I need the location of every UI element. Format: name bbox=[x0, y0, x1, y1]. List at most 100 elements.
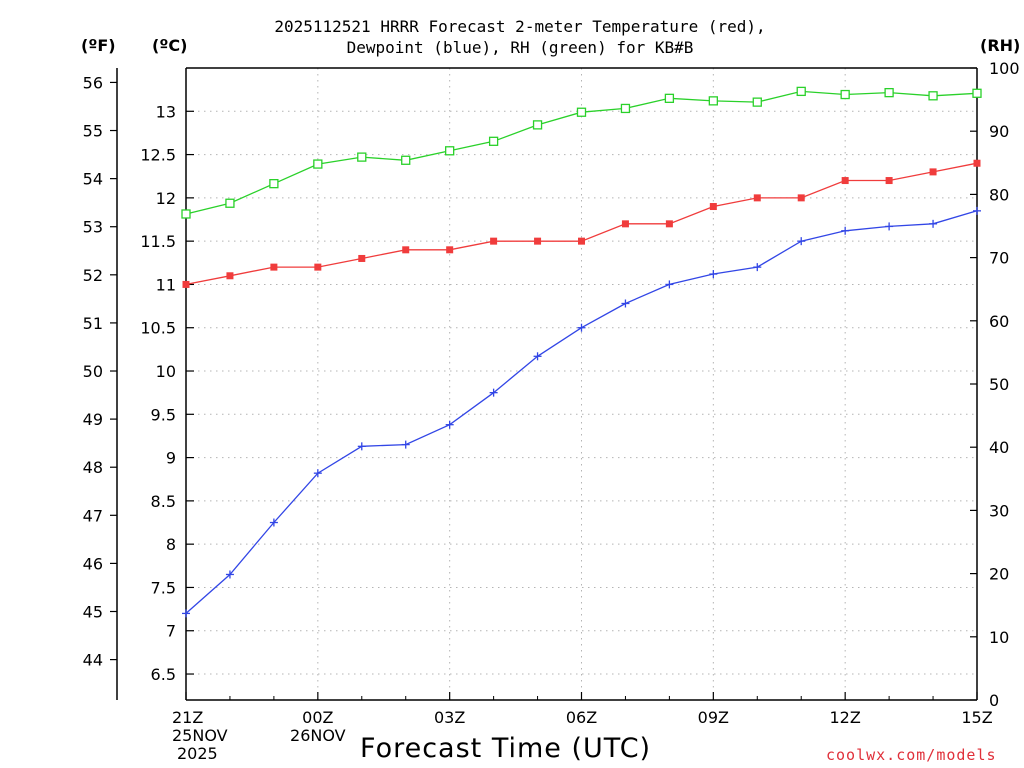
celsius-tick-label: 8 bbox=[166, 535, 176, 554]
temperature-data-point bbox=[709, 203, 717, 211]
fahrenheit-tick-label: 46 bbox=[83, 554, 103, 573]
celsius-tick-label: 7 bbox=[166, 622, 176, 641]
x-tick-label: 09Z bbox=[698, 708, 729, 727]
dewpoint-data-point bbox=[665, 280, 674, 289]
chart-title-line-1: 2025112521 HRRR Forecast 2-meter Tempera… bbox=[274, 17, 766, 36]
dewpoint-data-point bbox=[401, 440, 410, 449]
temperature-data-point bbox=[578, 237, 585, 245]
temperature-data-point bbox=[621, 220, 629, 228]
temperature-data-point bbox=[973, 159, 981, 167]
rh-data-point bbox=[445, 146, 455, 156]
rh-data-point bbox=[928, 91, 938, 101]
temperature-data-point bbox=[753, 194, 761, 202]
dewpoint-data-point bbox=[577, 323, 586, 332]
x-tick-label: 00Z bbox=[302, 708, 333, 727]
fahrenheit-tick-label: 44 bbox=[83, 651, 103, 670]
temperature-data-point bbox=[314, 263, 322, 271]
celsius-tick-label: 11 bbox=[156, 275, 176, 294]
temperature-data-point bbox=[534, 237, 542, 245]
fahrenheit-tick-label: 50 bbox=[83, 362, 103, 381]
temperature-data-point bbox=[446, 246, 454, 254]
rh-data-point bbox=[269, 179, 279, 189]
dewpoint-data-point bbox=[797, 237, 806, 246]
rh-data-point bbox=[972, 88, 982, 98]
celsius-tick-label: 10 bbox=[156, 362, 176, 381]
dewpoint-data-point bbox=[621, 299, 630, 308]
temperature-data-point bbox=[665, 220, 673, 228]
rh-tick-label: 30 bbox=[989, 501, 1009, 520]
celsius-tick-label: 9 bbox=[166, 449, 176, 468]
celsius-tick-label: 9.5 bbox=[151, 405, 176, 424]
dewpoint-data-point bbox=[313, 469, 322, 478]
fahrenheit-unit-label: (ºF) bbox=[81, 36, 116, 55]
rh-data-point bbox=[576, 107, 587, 117]
celsius-tick-label: 12.5 bbox=[140, 146, 176, 165]
data-series bbox=[181, 86, 982, 618]
dewpoint-data-point bbox=[533, 352, 542, 361]
celsius-unit-label: (ºC) bbox=[152, 36, 188, 55]
x-tick-label: 12Z bbox=[830, 708, 861, 727]
dewpoint-data-point bbox=[489, 388, 498, 397]
temperature-data-point bbox=[402, 246, 410, 254]
rh-data-point bbox=[181, 209, 191, 219]
fahrenheit-tick-label: 52 bbox=[83, 266, 103, 285]
rh-data-point bbox=[884, 87, 894, 98]
x-tick-label: 06Z bbox=[566, 708, 597, 727]
rh-data-point bbox=[313, 159, 323, 169]
rh-data-point bbox=[708, 96, 718, 106]
rh-data-point bbox=[357, 152, 367, 162]
celsius-tick-label: 6.5 bbox=[151, 665, 176, 684]
fahrenheit-tick-label: 47 bbox=[83, 506, 103, 525]
x-axis-title: Forecast Time (UTC) bbox=[360, 733, 652, 764]
rh-tick-label: 50 bbox=[989, 375, 1009, 394]
dewpoint-data-point bbox=[973, 206, 981, 215]
fahrenheit-tick-label: 55 bbox=[83, 122, 103, 141]
dewpoint-data-point bbox=[841, 226, 850, 235]
rh-data-point bbox=[620, 103, 631, 114]
dewpoint-data-point bbox=[709, 270, 718, 279]
fahrenheit-tick-label: 51 bbox=[83, 314, 103, 333]
dewpoint-data-point bbox=[182, 609, 190, 618]
axes bbox=[116, 67, 978, 701]
rh-data-point bbox=[752, 97, 762, 107]
x-tick-year-label: 2025 bbox=[177, 744, 218, 763]
rh-data-point bbox=[225, 198, 235, 208]
rh-unit-label: (RH) bbox=[980, 36, 1021, 55]
rh-tick-label: 80 bbox=[989, 185, 1009, 204]
fahrenheit-tick-label: 48 bbox=[83, 458, 103, 477]
temperature-data-point bbox=[226, 272, 234, 280]
fahrenheit-tick-label: 45 bbox=[83, 603, 103, 622]
celsius-tick-label: 13 bbox=[156, 102, 176, 121]
temperature-data-point bbox=[182, 280, 190, 288]
rh-data-point bbox=[840, 89, 850, 100]
temperature-data-point bbox=[270, 263, 278, 271]
celsius-tick-label: 10.5 bbox=[140, 319, 176, 338]
celsius-tick-label: 7.5 bbox=[151, 578, 176, 597]
temperature-data-point bbox=[797, 194, 805, 202]
dewpoint-data-point bbox=[445, 420, 454, 429]
dewpoint-series-line bbox=[185, 210, 978, 614]
x-tick-label: 21Z bbox=[172, 708, 203, 727]
temperature-data-point bbox=[358, 254, 366, 262]
dewpoint-data-point bbox=[929, 219, 938, 228]
x-tick-label: 03Z bbox=[434, 708, 465, 727]
rh-tick-label: 70 bbox=[989, 249, 1009, 268]
celsius-tick-label: 11.5 bbox=[140, 232, 176, 251]
rh-data-point bbox=[401, 155, 411, 165]
chart-title-line-2: Dewpoint (blue), RH (green) for KB#B bbox=[346, 38, 694, 57]
rh-tick-label: 0 bbox=[989, 691, 999, 710]
celsius-tick-label: 8.5 bbox=[151, 492, 176, 511]
fahrenheit-tick-label: 49 bbox=[83, 410, 103, 429]
rh-tick-label: 60 bbox=[989, 312, 1009, 331]
temperature-data-point bbox=[885, 177, 893, 185]
dewpoint-data-point bbox=[269, 518, 278, 527]
rh-tick-label: 20 bbox=[989, 565, 1009, 584]
fahrenheit-tick-label: 56 bbox=[83, 73, 103, 92]
temperature-data-point bbox=[490, 237, 498, 245]
rh-data-point bbox=[532, 120, 543, 130]
x-tick-date-label: 25NOV bbox=[172, 726, 228, 745]
credit-text: coolwx.com/models bbox=[826, 746, 997, 764]
celsius-tick-label: 12 bbox=[156, 189, 176, 208]
x-tick-label: 15Z bbox=[961, 708, 992, 727]
dewpoint-data-point bbox=[357, 442, 366, 451]
